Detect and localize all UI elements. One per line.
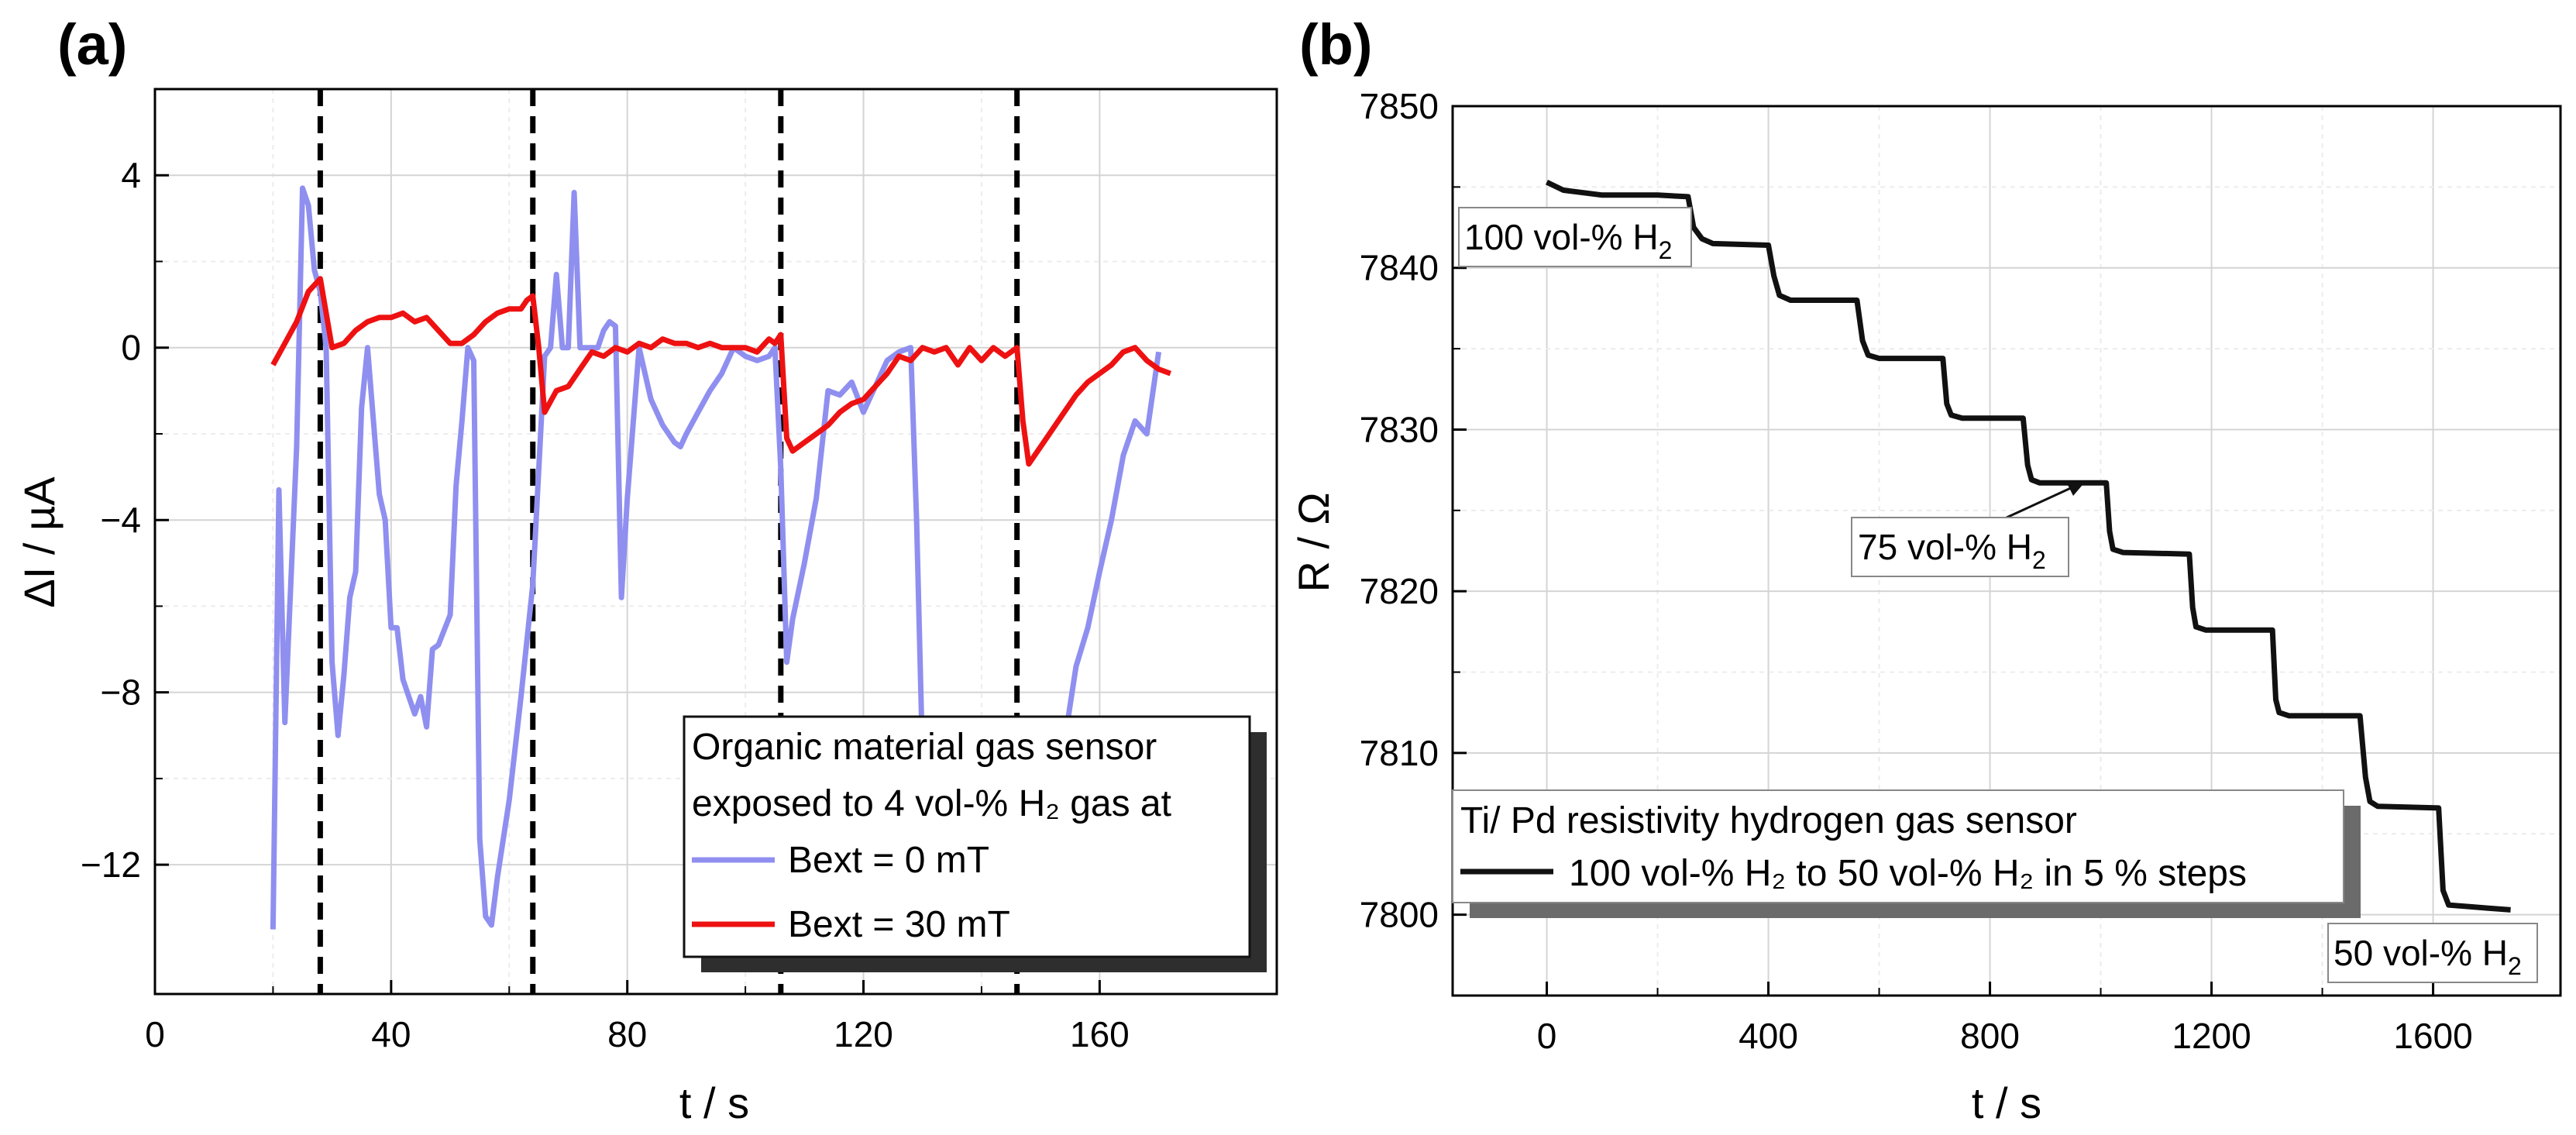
x-tick-label: 120 [834, 1014, 893, 1054]
x-tick-label: 400 [1739, 1016, 1798, 1056]
legend-entry-bext-30mt: Bext = 30 mT [788, 904, 1010, 945]
x-tick-label: 800 [1960, 1016, 2020, 1056]
legend-title-line1: Organic material gas sensor [692, 727, 1157, 768]
panel-a-legend: Organic material gas sensor exposed to 4… [683, 715, 1267, 972]
panel-a: (a) 0 40 80 120 160 40−4−8−12 t / s ΔI / µA … [15, 12, 1278, 1127]
y-tick-label: 7800 [1360, 895, 1439, 935]
annotation-75-vol-main: 75 vol-% H [1858, 527, 2032, 567]
annotation-50-vol: 50 vol-% H2 [2327, 923, 2538, 983]
x-tick-label: 160 [1070, 1014, 1130, 1054]
x-tick-label: 0 [145, 1014, 165, 1054]
panel-a-y-axis-label: ΔI / µA [15, 476, 64, 608]
x-tick-label: 1600 [2393, 1016, 2472, 1056]
y-tick-label: −4 [101, 500, 141, 540]
panel-a-plot-frame [153, 88, 1278, 996]
annotation-75-vol: 75 vol-% H2 [1851, 480, 2086, 577]
annotation-50-vol-sub: 2 [2508, 952, 2522, 980]
annotation-75-vol-text: 75 vol-% H2 [1858, 527, 2046, 574]
legend-title-line2: exposed to 4 vol-% H₂ gas at [692, 783, 1171, 824]
y-tick-label: 4 [121, 155, 141, 195]
panel-b-x-ticks: 0 400 800 1200 1600 [1537, 982, 2473, 1056]
legend-box [683, 715, 1251, 958]
panel-b-label: (b) [1299, 12, 1373, 77]
panel-a-grid [154, 89, 1277, 994]
legend-b-entry: 100 vol-% H₂ to 50 vol-% H₂ in 5 % steps [1569, 853, 2247, 894]
panel-b-y-ticks: 7800 7810 7820 7830 7840 7850 [1360, 86, 1467, 935]
y-tick-label: 7810 [1360, 733, 1439, 773]
annotation-75-vol-box [1851, 517, 2069, 577]
legend-b-box [1452, 789, 2344, 903]
panel-b-x-axis-label: t / s [1972, 1078, 2041, 1127]
x-tick-label: 1200 [2172, 1016, 2251, 1056]
y-tick-label: 7850 [1360, 86, 1439, 126]
annotation-100-vol-box [1458, 207, 1692, 267]
y-tick-label: 0 [121, 328, 141, 368]
panel-a-event-lines [317, 89, 1020, 994]
x-tick-label: 40 [371, 1014, 411, 1054]
legend-b-title: Ti/ Pd resistivity hydrogen gas sensor [1460, 800, 2077, 841]
y-tick-label: 7820 [1360, 571, 1439, 611]
y-tick-label: −12 [81, 844, 141, 885]
panel-b-plot-frame [1451, 105, 2562, 997]
annotation-50-vol-box [2327, 923, 2538, 983]
panel-a-x-ticks: 0 40 80 120 160 [145, 980, 1130, 1054]
annotation-100-vol-text: 100 vol-% H2 [1464, 217, 1672, 264]
x-tick-label: 80 [607, 1014, 647, 1054]
legend-title-line2-text: exposed to 4 vol-% H₂ gas at [692, 783, 1171, 824]
panel-b-legend: Ti/ Pd resistivity hydrogen gas sensor 1… [1452, 789, 2361, 918]
y-tick-label: 7830 [1360, 409, 1439, 449]
annotation-100-vol-sub: 2 [1659, 236, 1673, 264]
annotation-100-vol-main: 100 vol-% H [1464, 217, 1659, 257]
panel-b: (b) 0 400 800 1200 1600 7800 7810 7820 7830 7840… [1289, 12, 2562, 1127]
legend-entry-bext-0mt: Bext = 0 mT [788, 840, 989, 881]
panel-b-y-axis-label: R / Ω [1289, 493, 1338, 593]
y-tick-label: −8 [101, 672, 141, 713]
series-line-resistance [1545, 179, 2511, 913]
annotation-75-vol-arrowhead [2067, 480, 2086, 496]
annotation-100-vol: 100 vol-% H2 [1458, 207, 1692, 267]
x-tick-label: 0 [1537, 1016, 1557, 1056]
annotation-50-vol-main: 50 vol-% H [2334, 933, 2508, 973]
annotation-50-vol-text: 50 vol-% H2 [2334, 933, 2522, 980]
panel-a-x-axis-label: t / s [679, 1078, 749, 1127]
panel-a-label: (a) [57, 12, 127, 77]
annotation-75-vol-sub: 2 [2032, 546, 2046, 574]
y-tick-label: 7840 [1360, 248, 1439, 288]
series-line-bext-30mt [270, 276, 1172, 467]
panel-a-y-ticks: 4 0 −4 −8 −12 [81, 155, 169, 885]
